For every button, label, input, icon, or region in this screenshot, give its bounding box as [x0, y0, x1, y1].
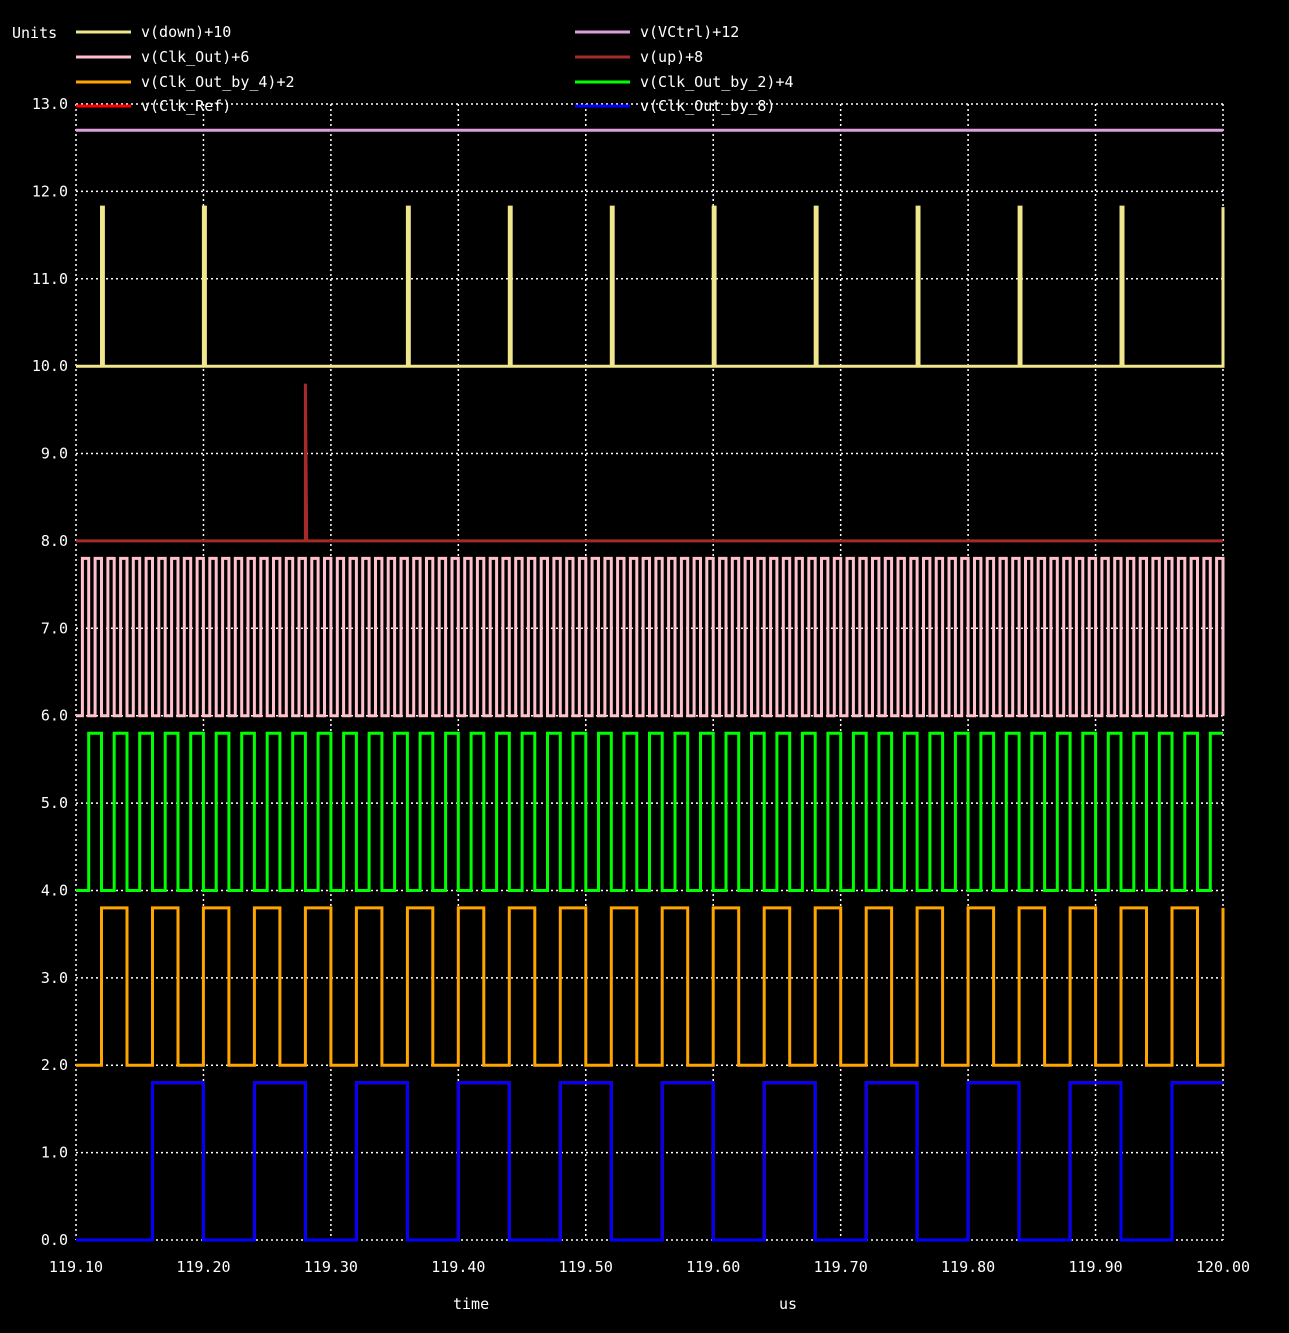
y-tick-label-3: 3.0	[41, 969, 68, 987]
y-tick-label-11: 11.0	[32, 270, 68, 288]
legend-label-2: v(Clk_Out)+6	[141, 48, 249, 66]
y-tick-label-7: 7.0	[41, 619, 68, 637]
x-tick-label-5: 119.60	[686, 1258, 740, 1276]
x-tick-label-1: 119.20	[176, 1258, 230, 1276]
x-tick-label-3: 119.40	[431, 1258, 485, 1276]
tick-labels: 119.10 119.20 119.30 119.40 119.50 119.60 119.…	[32, 95, 1250, 1276]
x-tick-label-7: 119.80	[941, 1258, 995, 1276]
series-v-clk-out-6	[76, 556, 1225, 718]
y-tick-label-9: 9.0	[41, 445, 68, 463]
x-axis-label: time	[453, 1295, 489, 1313]
y-tick-label-6: 6.0	[41, 707, 68, 725]
y-tick-label-8: 8.0	[41, 532, 68, 550]
series-v-clk-out-by-2-4	[76, 731, 1223, 892]
series-v-clk-out-by-4-2	[76, 906, 1225, 1067]
series-v-clk-out-by-8	[76, 1081, 1223, 1242]
x-tick-label-2: 119.30	[304, 1258, 358, 1276]
legend-label-1: v(VCtrl)+12	[640, 23, 739, 41]
series-v-up-8	[76, 383, 1223, 543]
x-tick-label-0: 119.10	[49, 1258, 103, 1276]
legend-label-4: v(Clk_Out_by_4)+2	[141, 73, 295, 91]
legend-label-3: v(up)+8	[640, 48, 703, 66]
y-tick-label-0: 0.0	[41, 1231, 68, 1249]
legend-label-5: v(Clk_Out_by_2)+4	[640, 73, 794, 91]
x-tick-label-4: 119.50	[559, 1258, 613, 1276]
y-tick-label-5: 5.0	[41, 794, 68, 812]
x-tick-label-9: 120.00	[1196, 1258, 1250, 1276]
y-tick-label-10: 10.0	[32, 357, 68, 375]
legend-label-0: v(down)+10	[141, 23, 231, 41]
legend: v(down)+10v(Clk_Out)+6v(Clk_Out_by_4)+2v…	[76, 23, 794, 115]
y-tick-label-1: 1.0	[41, 1144, 68, 1162]
x-tick-label-8: 119.90	[1068, 1258, 1122, 1276]
x-unit-label: us	[779, 1295, 797, 1313]
series-v-down-10	[76, 205, 1225, 368]
y-tick-label-13: 13.0	[32, 95, 68, 113]
y-tick-label-4: 4.0	[41, 881, 68, 899]
x-tick-label-6: 119.70	[814, 1258, 868, 1276]
y-axis-label: Units	[12, 24, 57, 42]
legend-label-7: v(Clk_Out_by_8)	[640, 97, 775, 115]
y-tick-label-12: 12.0	[32, 182, 68, 200]
y-tick-label-2: 2.0	[41, 1056, 68, 1074]
series-layer	[76, 128, 1225, 1242]
legend-label-6: v(Clk_Ref)	[141, 97, 231, 115]
